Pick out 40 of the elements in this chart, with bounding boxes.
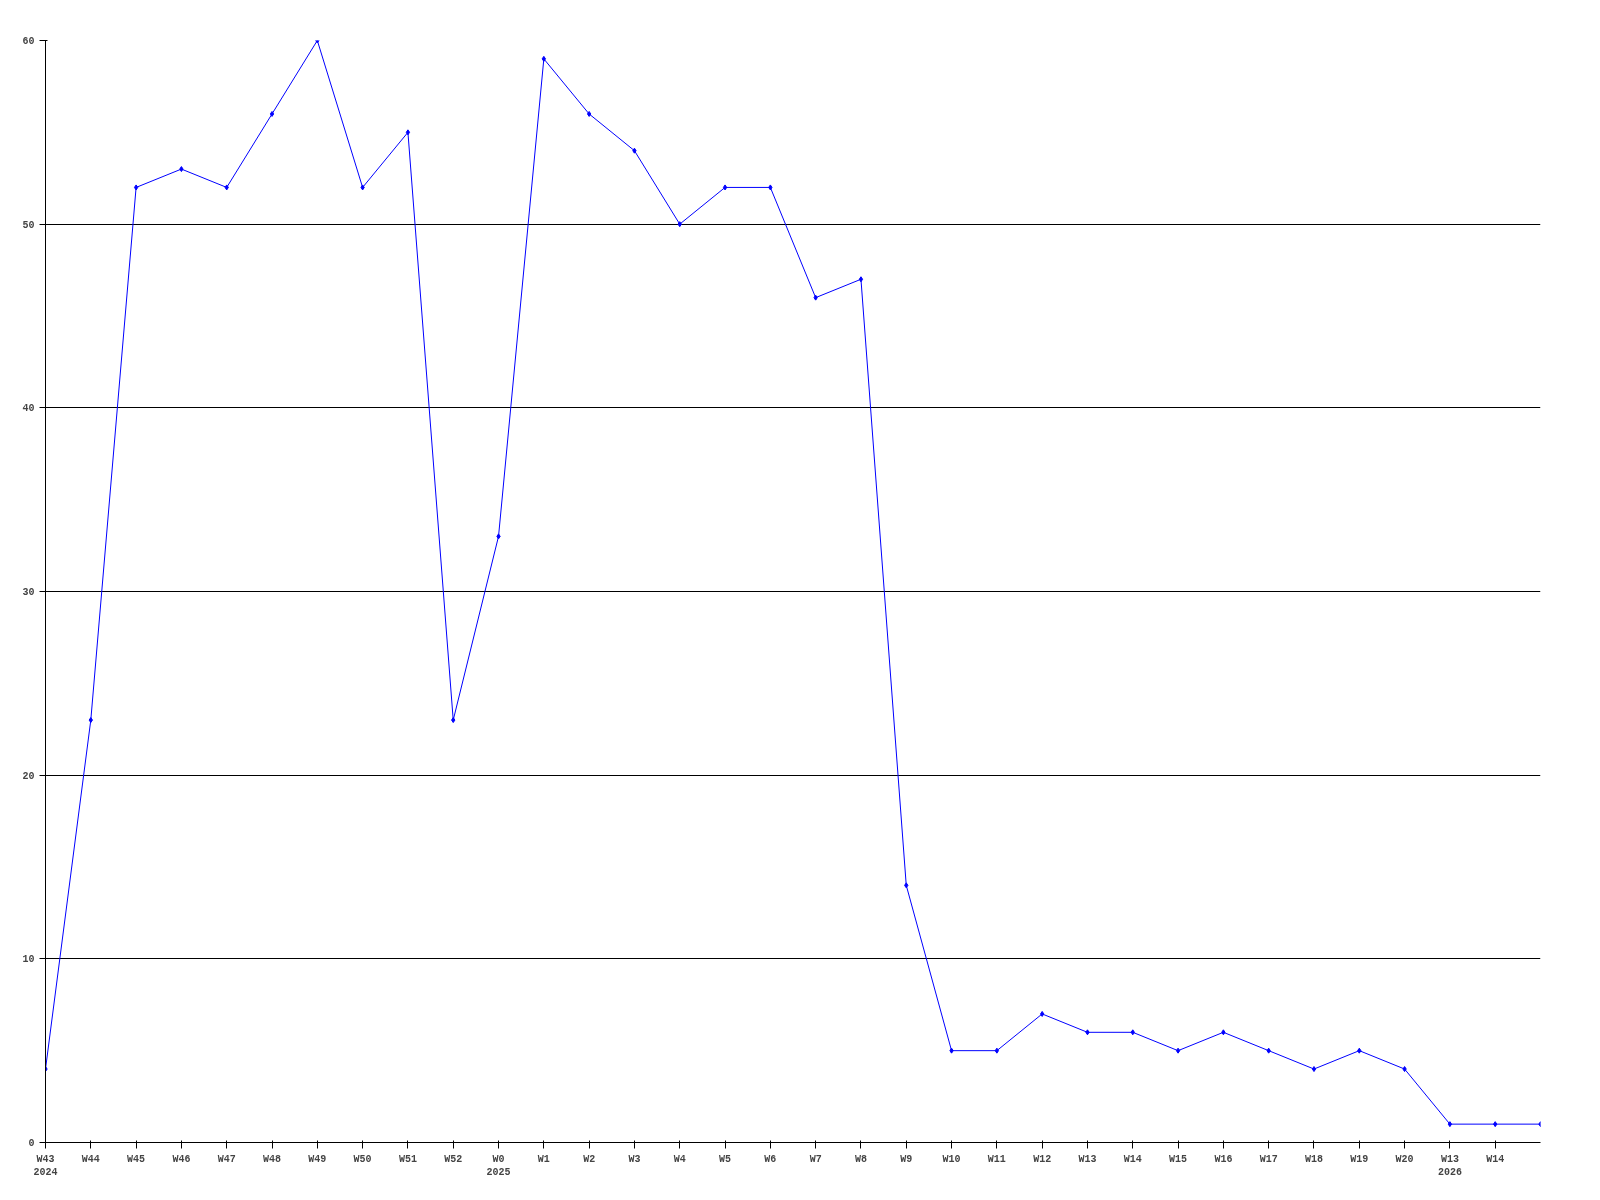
x-tick-label: W50: [353, 1153, 372, 1165]
x-tick-label: W45: [127, 1153, 146, 1165]
x-tick-label: W16: [1214, 1153, 1233, 1165]
x-tick-label: W44: [81, 1153, 100, 1165]
x-tick-label: W5: [719, 1153, 732, 1165]
x-tick-label: W1: [537, 1153, 550, 1165]
x-tick-label: W18: [1304, 1153, 1323, 1165]
x-tick-label: W13: [1078, 1153, 1097, 1165]
x-tick-label: W11: [987, 1153, 1006, 1165]
x-tick-label: W19: [1350, 1153, 1369, 1165]
x-tick-label: W20: [1395, 1153, 1414, 1165]
x-tick-label: W43 2024: [33, 1153, 58, 1178]
x-tick-label: W9: [900, 1153, 913, 1165]
x-tick-label: W7: [809, 1153, 822, 1165]
x-tick-label: W49: [308, 1153, 327, 1165]
x-tick-label: W47: [217, 1153, 236, 1165]
x-tick-label: W17: [1259, 1153, 1278, 1165]
x-tick-label: W2: [583, 1153, 596, 1165]
x-tick-label: W3: [628, 1153, 641, 1165]
x-tick-label: W13 2026: [1437, 1153, 1462, 1178]
x-tick-label: W48: [263, 1153, 282, 1165]
x-tick-label: W15: [1169, 1153, 1188, 1165]
y-tick-label: 10: [22, 954, 35, 966]
x-tick-label: W4: [673, 1153, 686, 1165]
x-tick-label: W0 2025: [486, 1153, 511, 1178]
x-tick-label: W12: [1033, 1153, 1052, 1165]
y-tick-label: 60: [22, 36, 35, 47]
x-tick-label: W10: [942, 1153, 961, 1165]
x-tick-label: W46: [172, 1153, 191, 1165]
y-tick-label: 40: [22, 403, 35, 415]
x-tick-label: W14: [1486, 1153, 1505, 1165]
y-tick-label: 0: [28, 1138, 35, 1149]
y-tick-label: 30: [22, 587, 35, 598]
y-tick-label: 20: [22, 770, 35, 782]
x-tick-label: W51: [398, 1153, 417, 1165]
x-tick-label: W8: [854, 1153, 867, 1165]
x-tick-label: W6: [764, 1153, 777, 1165]
x-tick-label: W52: [444, 1153, 463, 1165]
x-tick-label: W14: [1123, 1153, 1142, 1165]
y-tick-label: 50: [22, 219, 35, 231]
